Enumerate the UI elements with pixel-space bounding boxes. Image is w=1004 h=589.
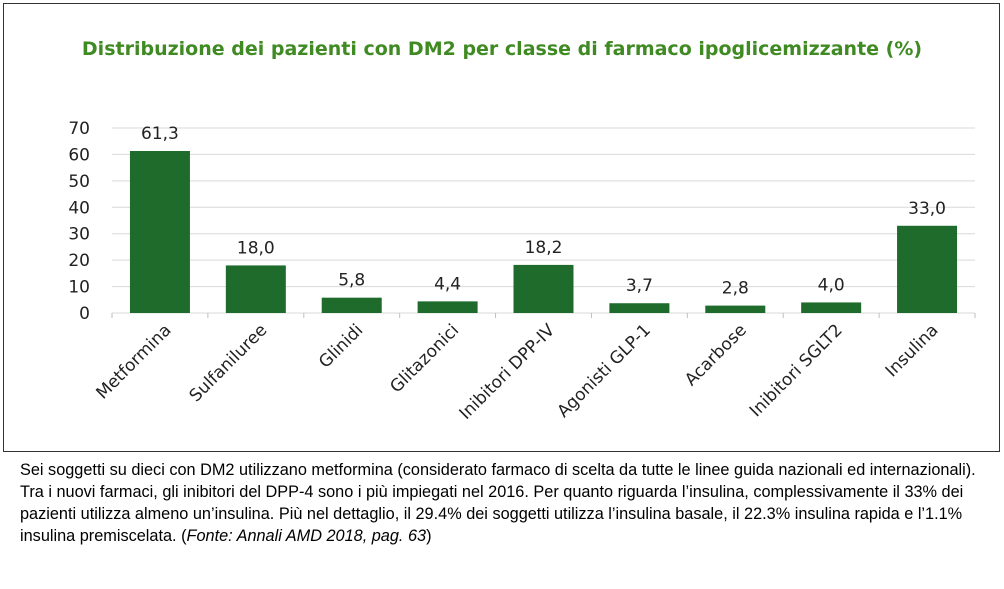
y-tick-label: 50 <box>68 172 90 192</box>
bar-chart: 0 10 20 30 40 50 60 70 61,3 18,0 5,8 4,4 18,2 3,7 2,8… <box>68 119 976 424</box>
data-label: 61,3 <box>141 124 179 144</box>
x-tick-label: Glinidi <box>315 320 367 372</box>
bar <box>129 150 190 313</box>
y-tick-label: 40 <box>68 198 90 218</box>
bar <box>417 301 478 313</box>
data-labels: 61,3 18,0 5,8 4,4 18,2 3,7 2,8 4,0 33,0 <box>141 124 946 299</box>
x-tick-label: Insulina <box>882 320 943 381</box>
x-tick-label: Inibitori SGLT2 <box>746 320 847 421</box>
data-label: 4,4 <box>434 274 461 294</box>
gridlines <box>112 127 975 314</box>
y-tick-label: 60 <box>68 145 90 165</box>
bar <box>321 297 382 313</box>
data-label: 5,8 <box>338 271 365 291</box>
bar <box>609 303 670 313</box>
caption-closing: ) <box>426 527 432 545</box>
y-tick-label: 30 <box>68 225 90 245</box>
data-label: 3,7 <box>626 276 653 296</box>
data-label: 33,0 <box>908 199 946 219</box>
x-tick-label: Agonisti GLP-1 <box>553 320 654 421</box>
x-tick-label: Glitazonici <box>386 320 463 397</box>
bar <box>801 302 862 313</box>
x-axis-ticks: Metformina Sulfaniluree Glinidi Glitazonici… <box>93 313 976 424</box>
y-tick-label: 70 <box>68 119 90 139</box>
y-tick-label: 20 <box>68 251 90 271</box>
x-tick-label: Metformina <box>93 320 176 403</box>
data-label: 4,0 <box>818 275 845 295</box>
data-label: 2,8 <box>722 279 749 299</box>
x-tick-label: Sulfaniluree <box>186 320 272 406</box>
x-tick-label: Inibitori DPP-IV <box>456 320 560 424</box>
bar <box>705 305 766 313</box>
caption-text: Sei soggetti su dieci con DM2 utilizzano… <box>20 461 976 545</box>
x-tick-label: Acarbose <box>681 320 751 390</box>
chart-title: Distribuzione dei pazienti con DM2 per c… <box>81 38 923 60</box>
y-axis-ticks: 0 10 20 30 40 50 60 70 <box>68 119 90 324</box>
data-label: 18,2 <box>525 238 563 258</box>
y-tick-label: 0 <box>79 304 90 324</box>
bar <box>513 264 574 313</box>
caption-source: Fonte: Annali AMD 2018, pag. 63 <box>186 527 427 545</box>
caption: Sei soggetti su dieci con DM2 utilizzano… <box>20 459 995 547</box>
bar <box>225 265 286 313</box>
bar <box>897 225 958 313</box>
data-label: 18,0 <box>237 238 275 258</box>
y-tick-label: 10 <box>68 278 90 298</box>
bars <box>129 150 958 313</box>
